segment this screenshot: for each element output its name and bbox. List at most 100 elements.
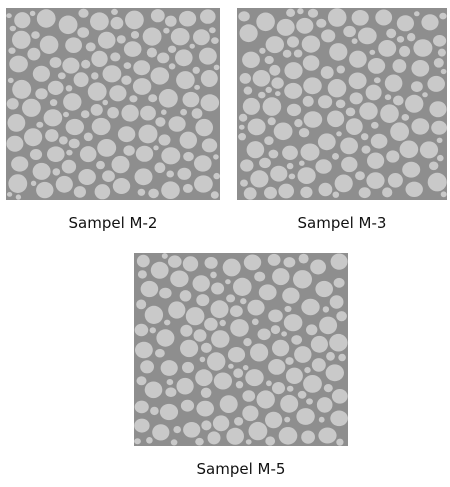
particle xyxy=(320,66,334,79)
particle xyxy=(79,146,97,163)
particle xyxy=(134,168,153,186)
particle xyxy=(331,389,348,404)
particle xyxy=(161,147,181,165)
particle xyxy=(293,49,303,58)
particle xyxy=(345,107,356,117)
particle xyxy=(421,14,439,31)
particle xyxy=(110,52,121,62)
particle xyxy=(272,382,285,395)
particle xyxy=(7,77,14,84)
particle xyxy=(39,35,59,54)
particle xyxy=(293,270,312,289)
particle xyxy=(30,180,37,186)
particle xyxy=(273,122,293,141)
particle xyxy=(170,439,178,446)
particle xyxy=(144,305,164,324)
particle xyxy=(226,427,244,445)
particle xyxy=(242,97,260,115)
particle xyxy=(284,305,292,313)
particle xyxy=(159,287,172,299)
particle xyxy=(254,271,266,282)
particle xyxy=(296,408,315,425)
particle xyxy=(240,179,248,187)
particle xyxy=(180,108,188,116)
particle xyxy=(238,133,246,141)
particle xyxy=(319,316,338,335)
particle xyxy=(384,74,403,92)
particle xyxy=(390,122,409,141)
particle xyxy=(242,405,259,422)
particle xyxy=(310,259,326,275)
particle xyxy=(349,50,367,68)
particle xyxy=(65,37,82,53)
particle xyxy=(73,72,89,88)
particle xyxy=(226,294,236,303)
particle xyxy=(43,109,63,127)
particle xyxy=(268,149,279,159)
particle xyxy=(302,55,320,71)
particle xyxy=(371,121,379,129)
particle xyxy=(185,307,205,326)
particle xyxy=(194,175,213,193)
particle xyxy=(369,49,376,55)
particle xyxy=(264,55,274,65)
particle xyxy=(9,55,28,73)
particle xyxy=(306,324,318,336)
particle xyxy=(268,359,286,375)
particle xyxy=(336,131,342,137)
particle xyxy=(135,145,154,162)
particle xyxy=(180,399,195,412)
particle xyxy=(58,15,78,35)
particle xyxy=(146,47,157,58)
particle xyxy=(286,8,296,17)
particle xyxy=(396,15,414,32)
particle xyxy=(173,426,181,434)
particle xyxy=(321,29,336,43)
particle xyxy=(288,173,296,180)
particle xyxy=(358,187,371,199)
particle xyxy=(317,133,336,151)
particle xyxy=(258,284,277,301)
particle xyxy=(182,91,200,108)
particle xyxy=(195,437,204,446)
particle xyxy=(77,27,90,38)
particle xyxy=(156,329,175,347)
particle xyxy=(345,118,363,135)
particle xyxy=(282,145,298,160)
particle xyxy=(219,319,226,327)
particle xyxy=(121,75,132,85)
particle xyxy=(361,133,369,141)
particle xyxy=(194,84,201,90)
particle xyxy=(411,81,423,92)
particle xyxy=(159,403,179,421)
particle xyxy=(301,298,320,316)
particle xyxy=(136,299,147,310)
particle xyxy=(259,47,266,54)
particle xyxy=(276,18,295,36)
particle xyxy=(327,8,347,27)
particle xyxy=(31,31,40,39)
particle xyxy=(258,91,266,99)
particle xyxy=(287,36,299,48)
particle xyxy=(338,353,346,362)
particle xyxy=(396,36,405,43)
particle xyxy=(193,29,210,46)
particle xyxy=(294,346,312,363)
particle xyxy=(440,68,447,75)
particle xyxy=(281,331,287,337)
particle xyxy=(136,254,150,268)
particle xyxy=(45,129,59,142)
particle xyxy=(370,133,388,149)
particle xyxy=(180,339,199,358)
particle xyxy=(433,58,444,68)
particle xyxy=(439,12,447,20)
particle xyxy=(91,72,99,80)
particle xyxy=(140,360,154,374)
particle xyxy=(316,397,333,413)
particle xyxy=(264,136,274,146)
particle xyxy=(179,131,197,149)
particle xyxy=(36,181,54,199)
particle xyxy=(199,47,217,65)
particle xyxy=(192,66,200,74)
particle xyxy=(211,330,230,348)
